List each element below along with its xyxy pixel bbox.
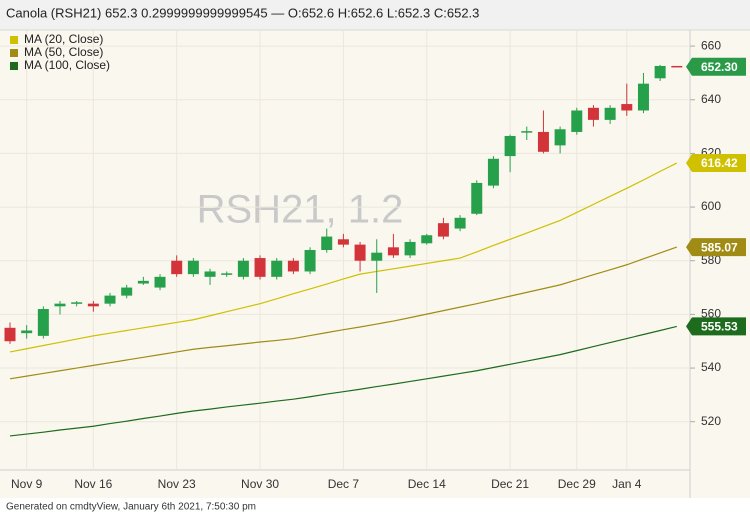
x-tick-label: Nov 23 [158,477,196,491]
candle-body [637,83,649,111]
candle-body [371,252,383,261]
candle-body [154,276,166,288]
candle-body [21,330,33,334]
price-badge [686,57,746,76]
price-badge-label: 616.42 [701,156,738,170]
header-bar [0,0,750,30]
candle-body [471,182,483,214]
candle-body [204,271,216,277]
legend-swatch [10,49,18,57]
y-tick-label: 600 [701,199,721,213]
price-badge [686,317,746,336]
y-tick-label: 540 [701,360,721,374]
legend-swatch [10,36,18,44]
legend-label: MA (50, Close) [24,45,103,59]
y-tick-label: 640 [701,92,721,106]
candle-body [54,303,66,307]
candle-body [237,260,249,277]
candle-body [137,280,149,284]
candle-body [337,239,349,245]
candle-body [354,244,366,261]
price-badge-label: 585.07 [701,240,738,254]
watermark: RSH21, 1.2 [197,188,404,232]
candle-body [654,65,666,79]
x-tick-label: Nov 16 [74,477,112,491]
ma-line [9,246,678,380]
candle-body [121,287,133,296]
x-tick-label: Dec 14 [408,477,446,491]
chart-title: Canola (RSH21) 652.3 0.2999999999999545 … [6,5,479,20]
price-badge [686,154,746,173]
y-tick-label: 580 [701,253,721,267]
candle-body [254,258,266,277]
legend-label: MA (100, Close) [24,58,110,72]
x-tick-label: Dec 21 [491,477,529,491]
candle-body [304,250,316,272]
candle-body [187,260,199,275]
grid [0,30,690,470]
candle-body [521,131,533,133]
y-tick-label: 660 [701,38,721,52]
ma-line [9,162,678,353]
x-tick-label: Dec 29 [558,477,596,491]
footer-bar [0,498,750,516]
candle-body [387,247,399,256]
plot [4,64,683,437]
candle-body [71,302,83,304]
legend-label: MA (20, Close) [24,32,103,46]
legend-swatch [10,62,18,70]
candle-body [487,158,499,186]
x-tick-label: Nov 9 [11,477,43,491]
candle-body [4,327,16,342]
candle-body [621,104,633,111]
candle-body [221,273,233,275]
candle-body [454,217,466,229]
candle-body [437,223,449,237]
x-tick-label: Dec 7 [328,477,360,491]
candle-body [537,131,549,152]
candle-body [671,65,683,68]
candle-body [604,107,616,120]
candle-body [171,260,183,275]
x-tick-label: Jan 4 [612,477,642,491]
price-badge-label: 555.53 [701,320,738,334]
candle-body [37,309,49,336]
y-tick-label: 560 [701,307,721,321]
candle-body [571,110,583,132]
price-badge-label: 652.30 [701,60,738,74]
candle-body [404,241,416,256]
candle-body [321,236,333,250]
candle-body [104,295,116,304]
footer: Generated on cmdtyView, January 6th 2021… [6,502,256,513]
price-badge [686,238,746,257]
candle-body [87,303,99,307]
candle-body [271,260,283,277]
x-tick-label: Nov 30 [241,477,279,491]
candle-body [587,107,599,120]
candle-body [421,235,433,244]
candle-body [287,260,299,272]
candle-body [504,135,516,157]
y-tick-label: 520 [701,414,721,428]
ma-line [9,325,677,437]
candle-body [554,129,566,146]
